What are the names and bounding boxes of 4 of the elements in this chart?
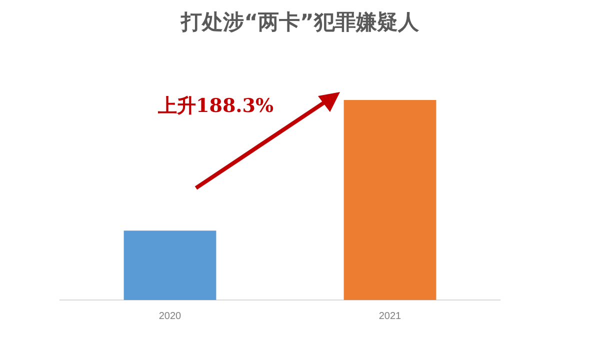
x-tick-label: 2020 [158, 310, 182, 322]
chart-title: 打处涉“两卡”犯罪嫌疑人 [180, 9, 420, 36]
annotation: 上升188.3% [157, 95, 274, 117]
x-tick-label: 2021 [378, 310, 402, 322]
